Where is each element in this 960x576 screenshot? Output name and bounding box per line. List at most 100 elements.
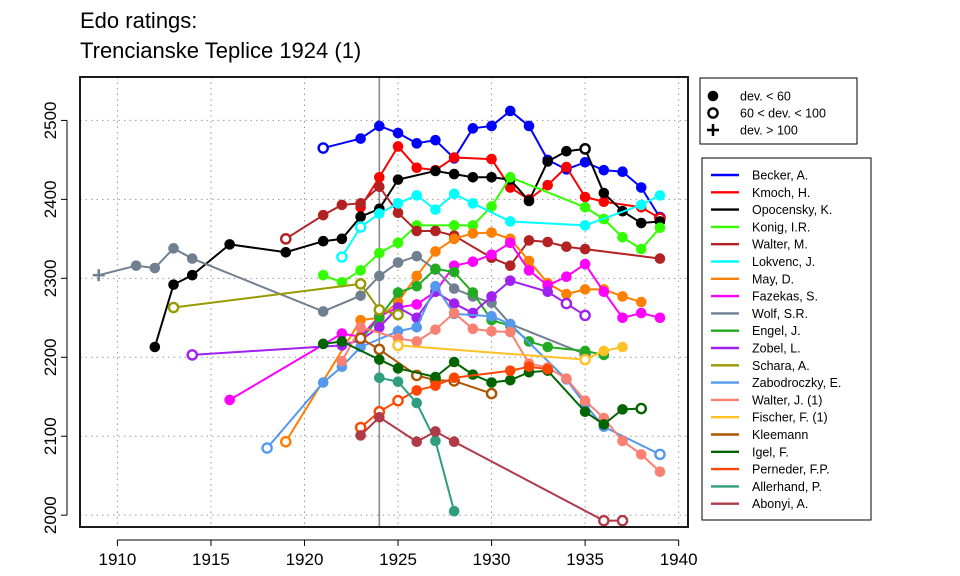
data-point <box>355 430 366 441</box>
legend-label: Fazekas, S. <box>752 290 818 304</box>
data-point <box>430 426 441 437</box>
data-point <box>317 235 329 247</box>
data-point <box>448 152 460 163</box>
data-point <box>486 171 497 183</box>
data-point <box>430 280 441 292</box>
data-point <box>355 198 366 209</box>
data-point <box>411 299 423 310</box>
data-point <box>261 442 273 454</box>
data-point <box>186 253 198 264</box>
legend-label: Schara, A. <box>752 359 810 373</box>
data-point <box>561 288 572 300</box>
data-point <box>467 307 479 319</box>
data-point <box>336 251 348 263</box>
data-point <box>467 198 479 209</box>
data-point <box>374 208 385 219</box>
data-point <box>392 207 404 219</box>
data-point <box>130 260 142 271</box>
legend-label: Zabodroczky, E. <box>752 376 841 390</box>
data-point <box>579 143 591 155</box>
data-point <box>654 253 666 264</box>
series-line <box>285 185 661 267</box>
data-point <box>355 211 366 223</box>
data-point <box>374 354 385 365</box>
marker-legend-box <box>699 77 858 145</box>
data-point <box>149 341 161 353</box>
legend-label: Lokvenc, J. <box>752 255 815 269</box>
data-point <box>579 243 591 255</box>
data-point <box>523 235 535 246</box>
data-point <box>617 435 628 447</box>
chart-subtitle: Trencianske Teplice 1924 (1) <box>80 38 361 63</box>
marker-legend-symbol <box>707 107 719 119</box>
data-point <box>504 275 516 286</box>
data-point <box>411 321 423 333</box>
data-point <box>486 227 497 238</box>
data-point <box>336 336 348 347</box>
data-point <box>355 290 366 301</box>
data-point <box>467 323 479 335</box>
data-point <box>561 373 572 384</box>
data-point <box>411 336 423 347</box>
series-line <box>98 247 586 356</box>
data-point <box>561 145 572 157</box>
series-17 <box>317 336 648 430</box>
data-point <box>392 198 404 209</box>
data-point <box>486 153 497 165</box>
series-20 <box>355 411 629 527</box>
data-point <box>579 284 591 295</box>
x-tick-label: 1915 <box>192 550 230 569</box>
data-point <box>561 241 572 253</box>
data-point <box>392 287 404 298</box>
data-point <box>354 278 367 290</box>
data-point <box>635 307 647 319</box>
data-point <box>373 343 386 356</box>
data-point <box>579 220 591 231</box>
y-tick-label: 2000 <box>41 496 60 534</box>
series-9 <box>92 243 591 360</box>
data-point <box>448 266 460 278</box>
x-axis: 1910 1915 1920 1925 1930 1935 1940 <box>99 539 698 569</box>
data-point <box>486 120 497 132</box>
legend-label: Allerhand, P. <box>752 480 822 494</box>
data-point <box>560 297 573 310</box>
data-point <box>635 243 647 255</box>
data-point <box>448 220 460 231</box>
data-point <box>617 291 628 302</box>
data-point <box>392 339 404 352</box>
chart-title: Edo ratings: <box>80 8 197 33</box>
y-tick-label: 2400 <box>41 180 60 218</box>
data-point <box>579 201 591 213</box>
legend-label: Engel, J. <box>752 324 801 338</box>
data-point <box>186 269 198 281</box>
grid <box>80 77 688 527</box>
series-3 <box>149 143 666 353</box>
series-line <box>397 344 623 361</box>
data-point <box>467 171 479 183</box>
data-point <box>504 216 516 227</box>
data-point <box>374 120 385 132</box>
data-point <box>411 280 423 292</box>
data-point <box>542 156 553 167</box>
data-point <box>448 307 460 319</box>
data-point <box>392 174 404 185</box>
data-point <box>392 237 404 249</box>
data-point <box>504 326 516 338</box>
legend-label: Perneder, F.P. <box>752 463 830 477</box>
data-point <box>392 308 404 321</box>
data-point <box>448 188 460 200</box>
data-point <box>411 162 423 174</box>
data-point <box>467 123 479 134</box>
data-point <box>317 142 330 154</box>
series-line <box>323 340 642 426</box>
legend-label: Kmoch, H. <box>752 186 810 200</box>
data-point <box>392 257 404 268</box>
data-point <box>617 231 628 243</box>
marker-legend-label: 60 < dev. < 100 <box>740 107 826 121</box>
x-tick-label: 1935 <box>566 550 604 569</box>
data-point <box>317 209 329 221</box>
data-point <box>317 338 329 350</box>
data-point <box>392 141 404 152</box>
legend-label: May, D. <box>752 272 794 286</box>
data-point <box>485 387 498 400</box>
